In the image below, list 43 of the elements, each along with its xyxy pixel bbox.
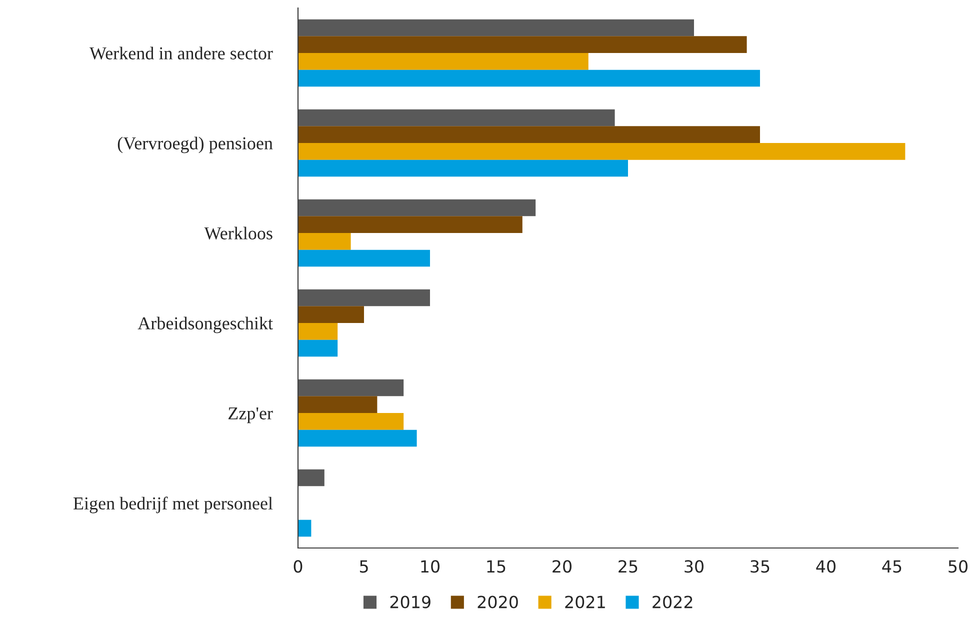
bar: [298, 199, 536, 216]
bar: [298, 306, 364, 323]
bar: [298, 520, 312, 537]
legend-label: 2019: [390, 596, 430, 608]
bar: [298, 36, 747, 53]
bar: [298, 109, 615, 126]
bar: [298, 469, 324, 486]
bar: [298, 430, 417, 447]
bar: [298, 340, 338, 357]
bar: [298, 126, 760, 143]
x-tick-label: 30: [684, 560, 704, 573]
bar: [298, 216, 522, 233]
bar: [298, 70, 760, 87]
y-tick-label: (Vervroegd) pensioen: [118, 136, 273, 154]
x-tick-label: 0: [294, 560, 302, 573]
x-tick-label: 25: [618, 560, 638, 573]
bar: [298, 19, 694, 36]
x-tick-label: 50: [948, 560, 968, 573]
bar: [298, 396, 378, 413]
bar: [298, 233, 351, 250]
y-tick-label: Zzp'er: [228, 407, 273, 424]
y-tick-label: Eigen bedrijf met personeel: [73, 496, 273, 514]
x-tick-label: 40: [816, 560, 836, 573]
x-tick-label: 10: [421, 560, 440, 573]
x-tick-label: 20: [552, 560, 572, 573]
x-tick-label: 5: [360, 560, 368, 573]
x-tick-label: 35: [750, 560, 770, 573]
bar: [298, 143, 906, 160]
y-tick-label: Werkloos: [204, 226, 272, 240]
bar: [298, 289, 430, 306]
bar: [298, 379, 404, 396]
bar: [298, 53, 588, 70]
bar: [298, 323, 338, 340]
y-tick-label: Werkend in andere sector: [89, 46, 273, 60]
legend-label: 2020: [478, 596, 518, 608]
legend-label: 2022: [652, 596, 692, 608]
bar: [298, 250, 430, 267]
x-tick-label: 15: [487, 560, 506, 573]
y-tick-label: Arbeidsongeschikt: [138, 316, 273, 334]
legend-label: 2021: [565, 596, 605, 608]
bar: [298, 413, 404, 430]
x-tick-label: 45: [882, 560, 902, 573]
bar: [298, 160, 628, 177]
